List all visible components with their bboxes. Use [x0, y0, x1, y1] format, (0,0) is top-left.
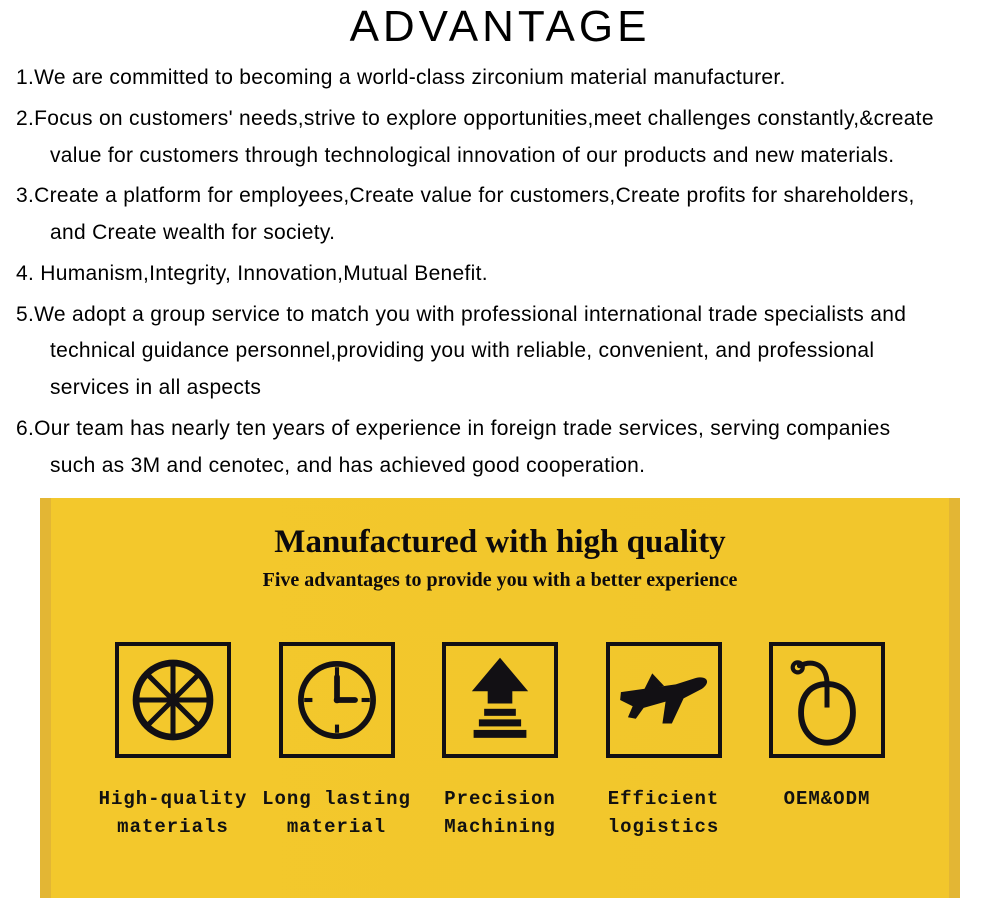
clock-icon — [279, 642, 395, 758]
list-item-text: Humanism,Integrity, Innovation,Mutual Be… — [34, 262, 488, 285]
feature-cell: OEM&ODM — [752, 642, 902, 841]
feature-label: Precision Machining — [444, 786, 556, 841]
feature-label: High-quality materials — [99, 786, 248, 841]
page-header: ADVANTAGE — [0, 0, 1000, 52]
header-accent-right — [690, 26, 900, 29]
mouse-icon — [769, 642, 885, 758]
list-item-text: Our team has nearly ten years of experie… — [34, 417, 890, 440]
list-item: 6.Our team has nearly ten years of exper… — [16, 411, 984, 485]
list-item: 4. Humanism,Integrity, Innovation,Mutual… — [16, 256, 984, 293]
feature-label: Long lasting material — [262, 786, 411, 841]
list-item-text: We adopt a group service to match you wi… — [34, 303, 906, 326]
arrow-icon — [442, 642, 558, 758]
list-item-number: 2. — [16, 107, 34, 130]
header-accent-left — [100, 26, 310, 29]
banner-subtitle: Five advantages to provide you with a be… — [80, 569, 920, 592]
feature-cell: Precision Machining — [425, 642, 575, 841]
wheel-icon — [115, 642, 231, 758]
quality-banner: Manufactured with high quality Five adva… — [40, 498, 960, 898]
list-item-number: 3. — [16, 184, 34, 207]
advantage-list: 1.We are committed to becoming a world-c… — [0, 60, 1000, 498]
list-item-cont: technical guidance personnel,providing y… — [16, 333, 984, 370]
feature-cell: Efficient logistics — [589, 642, 739, 841]
feature-label: Efficient logistics — [608, 786, 720, 841]
list-item-cont: such as 3M and cenotec, and has achieved… — [16, 448, 984, 485]
list-item-cont: and Create wealth for society. — [16, 215, 984, 252]
list-item-text: Create a platform for employees,Create v… — [34, 184, 915, 207]
list-item-number: 4. — [16, 262, 34, 285]
list-item-text: We are committed to becoming a world-cla… — [34, 66, 786, 89]
feature-label: OEM&ODM — [784, 786, 871, 814]
list-item: 3.Create a platform for employees,Create… — [16, 178, 984, 252]
list-item-cont: value for customers through technologica… — [16, 138, 984, 175]
plane-icon — [606, 642, 722, 758]
list-item-number: 6. — [16, 417, 34, 440]
feature-icons-row: High-quality materials Long lasting mate… — [80, 642, 920, 841]
list-item-number: 5. — [16, 303, 34, 326]
list-item: 5.We adopt a group service to match you … — [16, 297, 984, 407]
list-item: 2.Focus on customers' needs,strive to ex… — [16, 101, 984, 175]
list-item: 1.We are committed to becoming a world-c… — [16, 60, 984, 97]
feature-cell: Long lasting material — [262, 642, 412, 841]
list-item-cont: services in all aspects — [16, 370, 984, 407]
banner-title: Manufactured with high quality — [80, 524, 920, 561]
page-title: ADVANTAGE — [340, 2, 661, 52]
list-item-number: 1. — [16, 66, 34, 89]
feature-cell: High-quality materials — [98, 642, 248, 841]
list-item-text: Focus on customers' needs,strive to expl… — [34, 107, 934, 130]
